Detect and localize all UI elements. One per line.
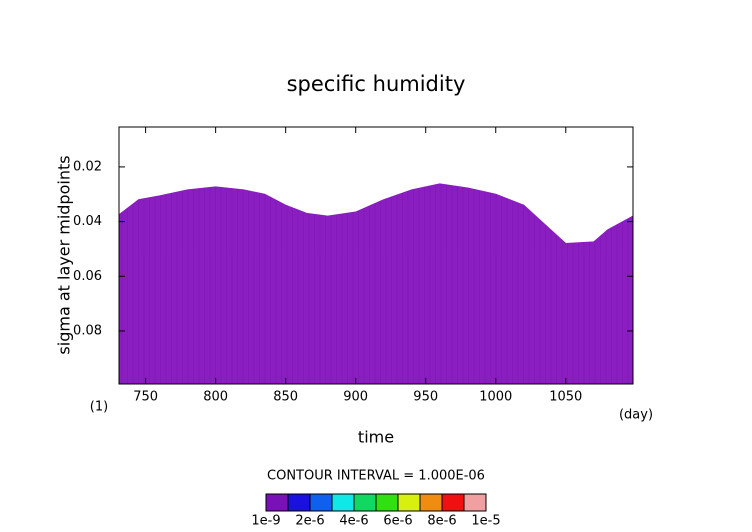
colorbar-swatch	[463, 493, 487, 512]
y-tick-label: 0.04	[73, 214, 102, 229]
x-unit: (day)	[619, 408, 653, 423]
colorbar-swatch	[419, 493, 443, 512]
x-tick-label: 750	[133, 390, 158, 405]
x-tick-label: 1050	[549, 390, 582, 405]
x-tick-label: 1000	[479, 390, 512, 405]
colorbar-label: 4e-6	[339, 514, 368, 529]
colorbar-swatch	[375, 493, 399, 512]
plot-frame	[118, 126, 634, 385]
y-tick-label: 0.02	[73, 159, 102, 174]
x-tick-label: 900	[343, 390, 368, 405]
chart-title: specific humidity	[287, 72, 466, 96]
y-axis-label: sigma at layer midpoints	[55, 155, 74, 354]
contour-note: CONTOUR INTERVAL = 1.000E-06	[267, 469, 485, 484]
x-tick-label: 800	[203, 390, 228, 405]
colorbar-swatch	[287, 493, 311, 512]
colorbar-swatch	[397, 493, 421, 512]
colorbar-label: 6e-6	[383, 514, 412, 529]
colorbar-label: 8e-6	[427, 514, 456, 529]
y-unit: (1)	[90, 400, 108, 415]
y-tick-label: 0.06	[73, 269, 102, 284]
colorbar-label: 1e-5	[471, 514, 500, 529]
x-axis-label: time	[358, 428, 394, 447]
x-tick-label: 850	[273, 390, 298, 405]
colorbar-label: 2e-6	[295, 514, 324, 529]
x-tick-label: 950	[413, 390, 438, 405]
colorbar-swatch	[441, 493, 465, 512]
colorbar-swatch	[353, 493, 377, 512]
area	[118, 183, 634, 385]
colorbar-label: 1e-9	[251, 514, 280, 529]
colorbar-swatch	[331, 493, 355, 512]
colorbar-swatch	[265, 493, 289, 512]
colorbar-swatch	[309, 493, 333, 512]
y-tick-label: 0.08	[73, 323, 102, 338]
